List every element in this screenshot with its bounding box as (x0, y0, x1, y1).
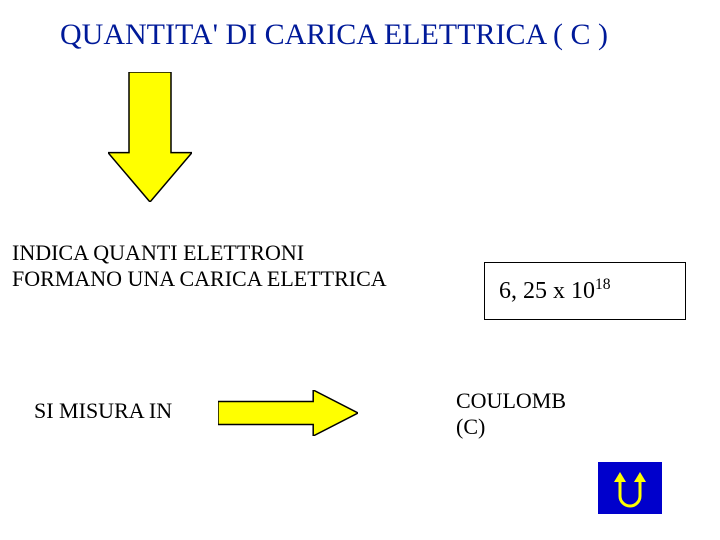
text-indica-line2: FORMANO UNA CARICA ELETTRICA (12, 266, 387, 291)
number-value-exp: 18 (595, 276, 611, 293)
text-coulomb: COULOMB (C) (456, 388, 566, 441)
arrow-right-shape (218, 390, 358, 436)
arrow-down-icon (108, 72, 192, 202)
arrow-right-icon (218, 390, 358, 436)
text-coulomb-line2: (C) (456, 414, 485, 439)
page-title: QUANTITA' DI CARICA ELETTRICA ( C ) (60, 18, 608, 52)
text-indica: INDICA QUANTI ELETTRONI FORMANO UNA CARI… (12, 240, 387, 293)
arrow-down-shape (108, 72, 192, 202)
number-value-main: 6, 25 x 10 (499, 278, 595, 304)
text-coulomb-line1: COULOMB (456, 388, 566, 413)
return-icon (598, 462, 662, 514)
number-value: 6, 25 x 1018 (499, 278, 611, 305)
text-indica-line1: INDICA QUANTI ELETTRONI (12, 240, 304, 265)
return-button[interactable] (598, 462, 662, 514)
text-misura: SI MISURA IN (34, 398, 172, 424)
number-box: 6, 25 x 1018 (484, 262, 686, 320)
